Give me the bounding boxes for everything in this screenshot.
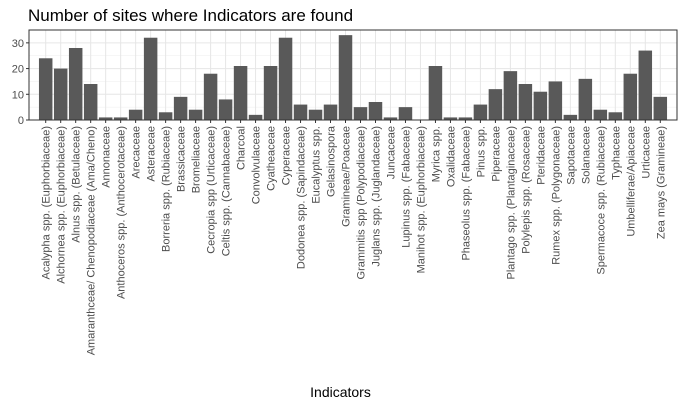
- bar: [173, 96, 188, 120]
- x-tick-label: Eucalyptus spp.: [311, 126, 323, 204]
- x-tick-label: Typhaceae: [610, 126, 622, 180]
- bar: [473, 104, 488, 120]
- bar: [458, 117, 473, 120]
- bar: [638, 50, 653, 121]
- y-tick-label: 30: [12, 38, 24, 50]
- x-tick-label: Sapotaceae: [565, 126, 577, 185]
- x-tick-label: Dodonea spp. (Sapindaceae): [296, 126, 308, 269]
- bar: [518, 84, 533, 120]
- y-tick-label: 0: [18, 115, 24, 127]
- bar: [623, 73, 638, 120]
- x-tick-label: Juncaceae: [385, 126, 397, 179]
- x-tick-label: Lupinus spp. (Fabaceae): [400, 126, 412, 248]
- bar: [398, 107, 413, 120]
- x-tick-label: Spermacoce spp. (Rubiaceae): [595, 126, 607, 275]
- x-tick-label: Plantago spp. (Plantaginaceae): [505, 126, 517, 280]
- x-tick-label: Phaseolus spp. (Fabaceae): [460, 126, 472, 261]
- bar: [443, 117, 458, 120]
- bar: [338, 35, 353, 121]
- bar: [353, 107, 368, 120]
- bar: [488, 89, 503, 120]
- x-tick-label: Myrica spp.: [430, 126, 442, 182]
- x-tick-label: Solanaceae: [580, 126, 592, 184]
- bar: [53, 68, 68, 120]
- x-tick-label: Cecropia spp (Urticaceae): [206, 126, 218, 254]
- bar: [278, 37, 293, 120]
- bar: [533, 91, 548, 120]
- bar: [293, 104, 308, 120]
- x-tick-label: Amaranthceae/ Chenopodiaceae (Ama/Cheno): [86, 126, 98, 355]
- bar: [98, 117, 113, 120]
- plot-background: [29, 30, 677, 120]
- x-tick-label: Piperaceae: [490, 126, 502, 182]
- x-tick-label: Borreria spp. (Rubiaceae): [161, 126, 173, 252]
- bar: [428, 66, 443, 120]
- x-tick-label: Annonaceae: [101, 126, 113, 188]
- x-tick-label: Oxalidaceae: [445, 126, 457, 187]
- bar: [68, 48, 83, 120]
- plot-border: [28, 29, 678, 121]
- x-tick-label: Juglans spp. (Juglandaceae): [370, 126, 382, 267]
- x-tick-label: Grammitis spp (Polypodiaceae): [355, 126, 367, 279]
- bar: [368, 102, 383, 120]
- x-tick-label: Rumex spp. (Polygonaceae): [550, 126, 562, 265]
- bar: [248, 114, 263, 120]
- chart-title: Number of sites where Indicators are fou…: [28, 6, 354, 25]
- bar: [608, 112, 623, 120]
- bar: [263, 66, 278, 120]
- x-tick-label: Arecaceae: [131, 126, 143, 179]
- bar: [563, 114, 578, 120]
- x-tick-label: Alchornea spp. (Euphorbiaceae): [56, 126, 68, 284]
- y-tick-label: 10: [12, 89, 24, 101]
- bar: [83, 84, 98, 120]
- bar: [653, 96, 668, 120]
- x-tick-label: Charcoal: [236, 126, 248, 170]
- x-tick-label: Convolvulaceae: [251, 126, 263, 204]
- x-tick-label: Urticaceae: [640, 126, 652, 179]
- x-tick-label: Pteridaceae: [535, 126, 547, 185]
- x-tick-label: Bromeliaceae: [191, 126, 203, 193]
- x-tick-label: Anthoceros spp. (Anthocerotaceae): [116, 126, 128, 299]
- bar: [578, 78, 593, 120]
- x-tick-label: Acalypha spp. (Euphorbiaceae): [41, 126, 53, 279]
- x-tick-label: Manihot spp. (Euphorbiaceae): [415, 126, 427, 273]
- bar: [188, 109, 203, 120]
- bar: [113, 117, 128, 120]
- bar: [233, 66, 248, 120]
- x-tick-label: Zea mays (Gramineae): [655, 126, 667, 239]
- x-tick-label: Gelasinospora: [326, 125, 338, 197]
- bar: [203, 73, 218, 120]
- bar: [218, 99, 233, 120]
- x-tick-label: Alnus spp. (Betulaceae): [71, 126, 83, 243]
- bar: [383, 117, 398, 120]
- bar: [128, 109, 143, 120]
- bar: [38, 58, 53, 120]
- x-tick-label: Cyperaceae: [281, 126, 293, 185]
- bar: [158, 112, 173, 120]
- x-tick-label: Brassicaceae: [176, 126, 188, 192]
- x-axis-title: Indicators: [310, 384, 371, 400]
- x-tick-label: Umbelliferae/Apiaceae: [625, 126, 637, 237]
- x-tick-label: Cyatheaceae: [266, 126, 278, 191]
- bar: [323, 104, 338, 120]
- y-tick-label: 20: [12, 64, 24, 76]
- x-tick-label: Polylepis spp. (Rosaceae): [520, 126, 532, 254]
- bar: [143, 37, 158, 120]
- bar: [503, 71, 518, 120]
- bar: [308, 109, 323, 120]
- x-tick-label: Celtis spp. (Cannabaceae): [221, 126, 233, 256]
- x-tick-label: Gramineae/Poaceae: [341, 126, 353, 227]
- bar: [593, 109, 608, 120]
- bar: [548, 81, 563, 120]
- x-tick-label: Pinus spp.: [475, 126, 487, 177]
- x-tick-label: Asteraceae: [146, 126, 158, 182]
